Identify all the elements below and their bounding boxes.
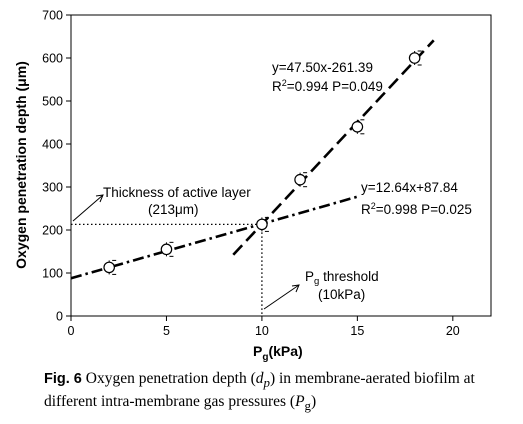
x-tick-label: 10 [255, 324, 269, 338]
reference-lines [71, 223, 263, 316]
caption-label: Fig. 6 [44, 371, 82, 387]
y-axis-label: Oxygen penetration depth (μm) [13, 61, 29, 269]
y-axis: 0 100 200 300 400 500 600 700 [42, 9, 71, 324]
arrow-active-layer [72, 194, 104, 222]
annotation-active-layer-line1: Thickness of active layer [103, 185, 251, 200]
x-tick-label: 0 [68, 324, 75, 338]
y-tick-label: 0 [56, 310, 63, 324]
data-points [103, 50, 422, 275]
caption-text-1: Oxygen penetration depth ( [81, 370, 256, 387]
arrow-head-active-layer [95, 194, 104, 203]
data-point [294, 173, 306, 186]
y-tick-label: 400 [42, 138, 63, 152]
figure-caption: Fig. 6 Oxygen penetration depth (dp) in … [44, 369, 514, 415]
data-point [160, 243, 173, 256]
fit-line-steep [232, 39, 435, 256]
y-tick-label: 700 [42, 9, 63, 23]
data-point [256, 218, 268, 231]
y-tick-label: 100 [42, 267, 63, 281]
y-tick-label: 500 [42, 95, 63, 109]
y-tick-label: 200 [42, 224, 63, 238]
plot-area-border [70, 14, 492, 317]
annotation-threshold-line2: (10kPa) [318, 287, 365, 302]
caption-dp-d: d [255, 370, 264, 387]
x-tick-label: 15 [350, 324, 364, 338]
caption-text-2: ) in membrane-aerated biofilm at differe… [44, 370, 475, 411]
caption-text-3: ) [310, 393, 317, 411]
caption-dp-p: p [263, 375, 270, 391]
y-tick-label: 600 [42, 52, 63, 66]
fit-lines [70, 39, 435, 280]
x-tick-label: 5 [163, 324, 170, 338]
annotation-threshold-line1: Pg threshold [305, 269, 379, 287]
chart: 0 5 10 15 20 0 100 200 300 400 500 600 700 Thicknes… [13, 9, 492, 362]
fit-stats-steep: R2=0.994 P=0.049 [272, 78, 383, 94]
arrow-head-threshold [291, 284, 300, 293]
x-axis-label: Pg(kPa) [253, 343, 303, 362]
data-point [351, 121, 364, 133]
fit-equation-steep: y=47.50x-261.39 [272, 60, 373, 75]
fit-line-shallow [70, 195, 358, 280]
caption-pg-g: g [304, 398, 311, 414]
y-tick-label: 300 [42, 181, 63, 195]
data-point [408, 52, 421, 64]
x-tick-label: 20 [446, 324, 460, 338]
data-point [103, 261, 115, 274]
x-axis: 0 5 10 15 20 [68, 316, 460, 338]
annotations: Thickness of active layer (213μm) Pg thr… [72, 60, 472, 310]
caption-pg-p: P [295, 393, 305, 411]
annotation-active-layer-line2: (213μm) [148, 202, 199, 217]
plot-frame [70, 14, 492, 317]
arrow-threshold [263, 284, 300, 310]
fit-equation-shallow: y=12.64x+87.84 [361, 180, 458, 195]
fit-stats-shallow: R2=0.998 P=0.025 [361, 201, 472, 217]
